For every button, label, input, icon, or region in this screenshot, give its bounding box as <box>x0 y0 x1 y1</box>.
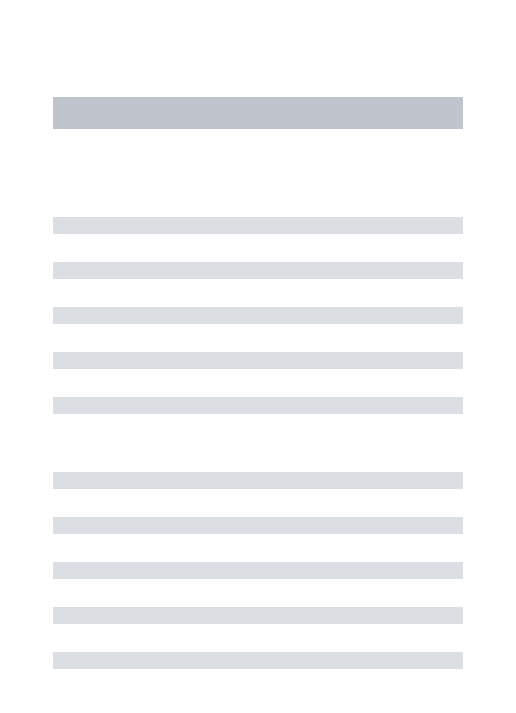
skeleton-line <box>53 262 463 279</box>
skeleton-title <box>53 97 463 129</box>
skeleton-line <box>53 517 463 534</box>
skeleton-line <box>53 307 463 324</box>
skeleton-line <box>53 397 463 414</box>
skeleton-line <box>53 352 463 369</box>
skeleton-line <box>53 217 463 234</box>
skeleton-line <box>53 607 463 624</box>
skeleton-line <box>53 472 463 489</box>
skeleton-line <box>53 652 463 669</box>
skeleton-line <box>53 562 463 579</box>
